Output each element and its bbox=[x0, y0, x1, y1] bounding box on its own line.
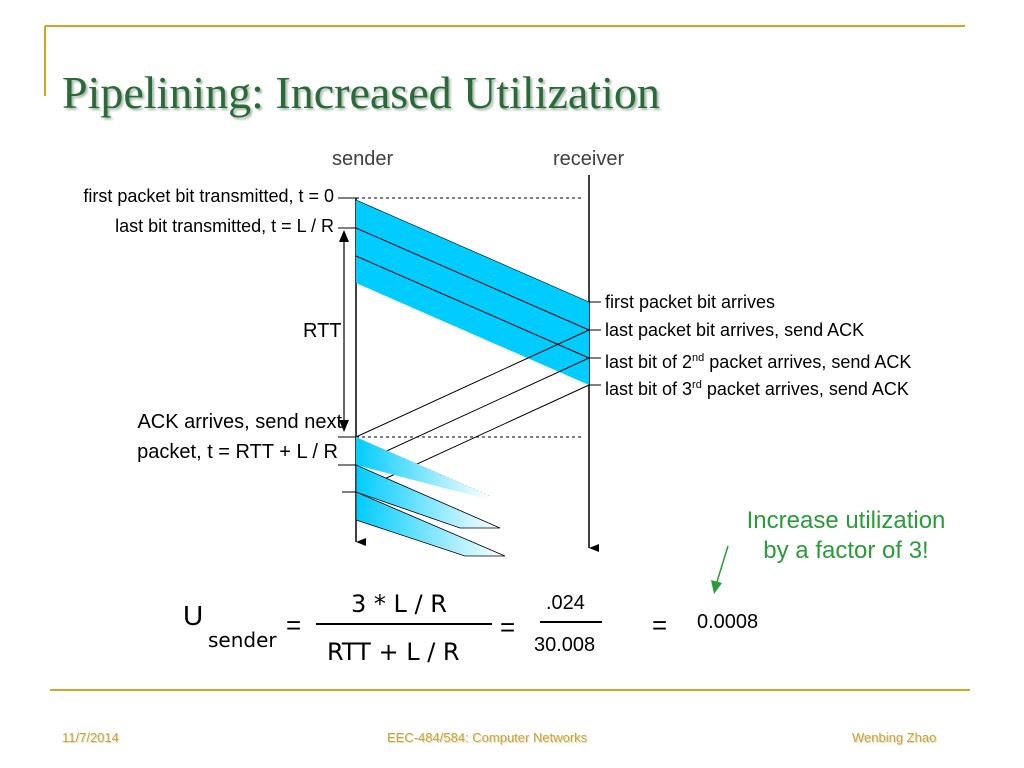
slide-frame bbox=[44, 25, 970, 691]
page-title: Pipelining: Increased Utilization bbox=[62, 67, 660, 118]
label-last-bit-transmitted: last bit transmitted, t = L / R bbox=[115, 216, 334, 236]
label-leaders bbox=[338, 197, 601, 493]
formula-denominator: RTT + L / R bbox=[327, 638, 460, 666]
footer-date: 11/7/2014 bbox=[62, 730, 119, 745]
third-post: packet arrives, send ACK bbox=[701, 379, 909, 399]
footer-course: EEC-484/584: Computer Networks bbox=[387, 730, 588, 745]
note-line-2: by a factor of 3! bbox=[763, 537, 929, 564]
note-arrow bbox=[711, 545, 729, 594]
formula-equals-2: = bbox=[500, 612, 516, 642]
ack-line-1 bbox=[355, 329, 590, 438]
formula-num2: .024 bbox=[546, 592, 585, 614]
packet-3-top bbox=[355, 199, 590, 303]
packet-transmission-band bbox=[356, 200, 589, 385]
label-first-bit-transmitted: first packet bit transmitted, t = 0 bbox=[83, 186, 334, 206]
formula-u: U bbox=[183, 600, 204, 631]
next-packet-1 bbox=[356, 437, 490, 500]
label-ack-arrives-line2: packet, t = RTT + L / R bbox=[137, 441, 338, 463]
label-third-packet-arrives: last bit of 3rd packet arrives, send ACK bbox=[605, 375, 909, 399]
label-ack-arrives-line1: ACK arrives, send next bbox=[137, 411, 342, 433]
packet-2-last-bit bbox=[355, 255, 590, 359]
utilization-note: Increase utilization by a factor of 3! bbox=[726, 506, 966, 566]
formula-equals-3: = bbox=[652, 610, 668, 640]
label-first-bit-arrives: first packet bit arrives bbox=[605, 292, 776, 312]
formula-result: 0.0008 bbox=[697, 611, 759, 633]
formula-numerator: 3 * L / R bbox=[351, 590, 447, 618]
third-sup: rd bbox=[692, 379, 702, 391]
formula-equals-1: = bbox=[286, 610, 302, 640]
next-packet-1-edge bbox=[355, 436, 491, 497]
packet-1-last-bit bbox=[355, 227, 590, 331]
label-last-bit-arrives: last packet bit arrives, send ACK bbox=[605, 320, 865, 340]
third-pre: last bit of 3 bbox=[605, 379, 693, 399]
note-line-1: Increase utilization bbox=[746, 507, 946, 534]
second-pre: last bit of 2 bbox=[605, 352, 693, 372]
formula-den2: 30.008 bbox=[534, 634, 596, 656]
next-packet-3 bbox=[355, 491, 506, 557]
formula-subscript: sender bbox=[208, 628, 277, 652]
ack-line-3 bbox=[355, 384, 590, 493]
footer-author: Wenbing Zhao bbox=[852, 730, 937, 745]
ack-line-2 bbox=[355, 357, 590, 466]
sender-label: sender bbox=[332, 148, 394, 170]
second-post: packet arrives, send ACK bbox=[704, 352, 912, 372]
next-packet-2 bbox=[355, 464, 501, 529]
rtt-double-arrow bbox=[339, 230, 349, 432]
second-sup: nd bbox=[692, 352, 705, 364]
label-second-packet-arrives: last bit of 2nd packet arrives, send ACK bbox=[605, 348, 911, 372]
label-rtt: RTT bbox=[303, 320, 342, 342]
receiver-label: receiver bbox=[553, 148, 625, 170]
